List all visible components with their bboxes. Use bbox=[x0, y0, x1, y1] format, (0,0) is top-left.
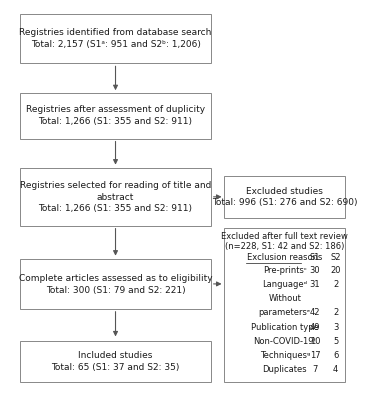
Text: Excluded studies: Excluded studies bbox=[246, 186, 323, 196]
Text: Without: Without bbox=[268, 294, 301, 303]
Text: 49: 49 bbox=[310, 322, 320, 332]
Text: Total: 1,266 (S1: 355 and S2: 911): Total: 1,266 (S1: 355 and S2: 911) bbox=[38, 204, 192, 214]
FancyBboxPatch shape bbox=[20, 93, 211, 139]
Text: Duplicates: Duplicates bbox=[263, 365, 307, 374]
Text: Registries after assessment of duplicity: Registries after assessment of duplicity bbox=[26, 106, 205, 114]
Text: Total: 1,266 (S1: 355 and S2: 911): Total: 1,266 (S1: 355 and S2: 911) bbox=[38, 117, 192, 126]
Text: Exclusion reasons: Exclusion reasons bbox=[247, 253, 323, 262]
FancyBboxPatch shape bbox=[20, 14, 211, 64]
Text: 10: 10 bbox=[310, 337, 320, 346]
FancyBboxPatch shape bbox=[225, 228, 345, 382]
Text: Pre-printsᶜ: Pre-printsᶜ bbox=[263, 266, 307, 274]
Text: Publication type: Publication type bbox=[251, 322, 319, 332]
Text: 2: 2 bbox=[333, 280, 338, 289]
FancyBboxPatch shape bbox=[20, 168, 211, 226]
Text: Included studies: Included studies bbox=[78, 351, 153, 360]
Text: 30: 30 bbox=[310, 266, 320, 274]
Text: 3: 3 bbox=[333, 322, 338, 332]
Text: Techniquesᵍ: Techniquesᵍ bbox=[260, 351, 310, 360]
Text: abstract: abstract bbox=[97, 192, 134, 202]
Text: Languageᵈ: Languageᵈ bbox=[262, 280, 307, 289]
Text: 2: 2 bbox=[333, 308, 338, 317]
Text: Registries selected for reading of title and: Registries selected for reading of title… bbox=[20, 181, 211, 190]
Text: Total: 65 (S1: 37 and S2: 35): Total: 65 (S1: 37 and S2: 35) bbox=[51, 363, 180, 372]
FancyBboxPatch shape bbox=[20, 340, 211, 382]
Text: parametersᵉ: parametersᵉ bbox=[259, 308, 311, 317]
Text: Complete articles assessed as to eligibility: Complete articles assessed as to eligibi… bbox=[19, 274, 212, 283]
Text: Non-COVID-19ᶠ: Non-COVID-19ᶠ bbox=[253, 337, 316, 346]
Text: (n=228, S1: 42 and S2: 186): (n=228, S1: 42 and S2: 186) bbox=[225, 242, 344, 251]
Text: 31: 31 bbox=[310, 280, 320, 289]
Text: 4: 4 bbox=[333, 365, 338, 374]
Text: Total: 300 (S1: 79 and S2: 221): Total: 300 (S1: 79 and S2: 221) bbox=[46, 286, 185, 294]
FancyBboxPatch shape bbox=[225, 176, 345, 218]
FancyBboxPatch shape bbox=[20, 259, 211, 309]
Text: Total: 996 (S1: 276 and S2: 690): Total: 996 (S1: 276 and S2: 690) bbox=[212, 198, 357, 208]
Text: Registries identified from database search: Registries identified from database sear… bbox=[19, 28, 212, 37]
Text: Excluded after full text review: Excluded after full text review bbox=[221, 232, 348, 241]
Text: 42: 42 bbox=[310, 308, 320, 317]
Text: 6: 6 bbox=[333, 351, 338, 360]
Text: 17: 17 bbox=[310, 351, 320, 360]
Text: S1: S1 bbox=[310, 253, 320, 262]
Text: 5: 5 bbox=[333, 337, 338, 346]
Text: S2: S2 bbox=[330, 253, 341, 262]
Text: 7: 7 bbox=[312, 365, 318, 374]
Text: 20: 20 bbox=[330, 266, 341, 274]
Text: Total: 2,157 (S1ᵃ: 951 and S2ᵇ: 1,206): Total: 2,157 (S1ᵃ: 951 and S2ᵇ: 1,206) bbox=[31, 40, 201, 49]
